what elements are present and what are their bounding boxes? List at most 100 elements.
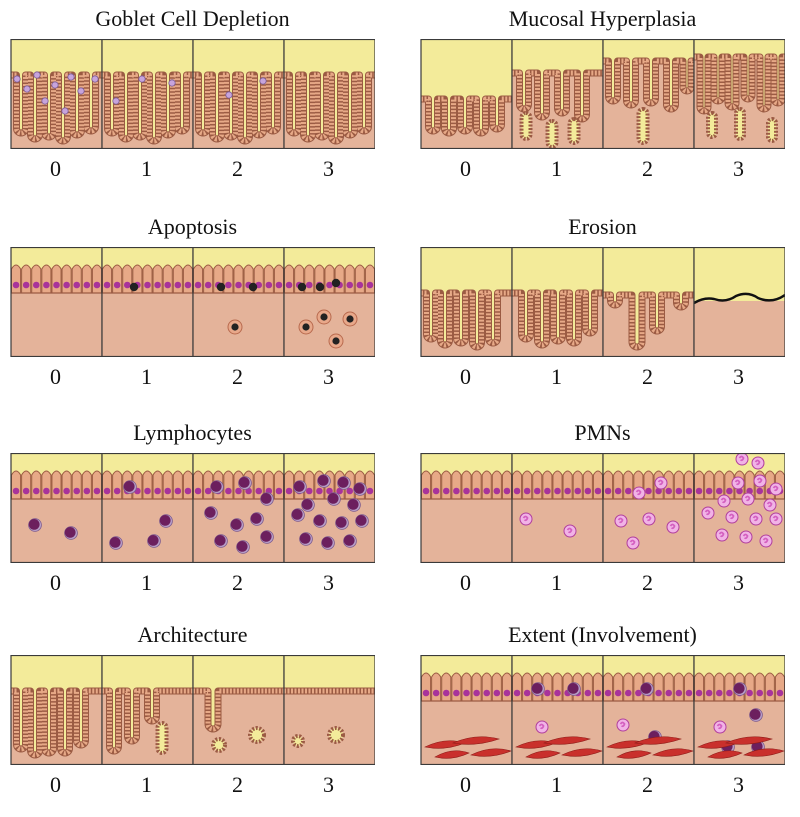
epithelial-nucleus: [316, 487, 323, 495]
grade-box: [11, 247, 102, 357]
epithelial-cell: [142, 264, 153, 294]
epithelial-nucleus: [73, 281, 81, 289]
epithelial-nucleus: [154, 487, 161, 495]
pmn-cell: [763, 498, 777, 512]
epithelial-cell: [694, 672, 705, 702]
smooth-muscle: [707, 750, 743, 759]
epithelial-cell: [704, 672, 715, 702]
smooth-muscle: [743, 748, 785, 757]
lymphocyte: [337, 477, 349, 488]
pmn-nucleus: [718, 531, 725, 538]
epithelial-cell: [421, 470, 432, 500]
goblet-cell: [61, 107, 69, 115]
epithelial-cell: [592, 470, 603, 500]
pmn-cell: [632, 486, 646, 500]
grade-box: [694, 453, 785, 563]
histology-strip: [10, 453, 375, 563]
epithelial-cell: [461, 470, 472, 500]
grade-label: 3: [733, 156, 744, 181]
epithelial-cell: [223, 264, 234, 294]
grade-labels: 0 1 2 3: [10, 772, 375, 802]
strip-drawing: [10, 247, 375, 357]
grade-labels: 0 1 2 3: [10, 156, 375, 186]
crypt-fragment: [636, 107, 650, 145]
epithelial-cell: [582, 672, 593, 702]
lymphocyte: [147, 535, 159, 546]
grade-box: [694, 655, 785, 765]
epithelial-cell: [21, 470, 32, 500]
lymphocyte: [204, 507, 216, 518]
epithelial-nucleus: [756, 689, 764, 697]
crypt-epithelium: [512, 290, 603, 348]
crypt-epithelium: [421, 290, 512, 350]
grade-box: [421, 39, 512, 149]
epithelial-cell: [172, 470, 183, 500]
epithelial-nucleus: [225, 487, 232, 495]
epithelial-nucleus: [346, 487, 354, 495]
epithelial-nucleus: [204, 281, 212, 289]
lymphocyte: [355, 515, 367, 526]
crypt-fragment: [567, 117, 581, 145]
epithelial-nucleus: [776, 689, 784, 697]
epithelial-nucleus: [73, 487, 81, 495]
epithelial-cell: [31, 264, 42, 294]
epithelial-nucleus: [194, 281, 202, 289]
epithelial-nucleus: [366, 281, 374, 289]
epithelial-nucleus: [432, 689, 440, 697]
grade-label: 2: [642, 364, 653, 389]
panel-title: Lymphocytes: [133, 420, 252, 445]
crypt-lumen: [603, 247, 694, 347]
epithelial-cell: [431, 672, 442, 702]
epithelial-nucleus: [624, 689, 632, 697]
apoptotic-body: [302, 323, 310, 331]
epithelial-nucleus: [493, 689, 501, 697]
pmn-cell: [713, 720, 727, 734]
grade-label: 0: [50, 364, 61, 389]
epithelial-nucleus: [604, 689, 612, 697]
pmn-nucleus: [752, 515, 759, 522]
epithelial-nucleus: [144, 281, 151, 289]
epithelial-nucleus: [463, 689, 470, 697]
epithelial-cell: [203, 264, 214, 294]
epithelial-nucleus: [346, 281, 354, 289]
epithelial-cell: [441, 672, 452, 702]
epithelial-cell: [182, 470, 193, 500]
strip-drawing: [10, 39, 375, 149]
grade-label: 3: [733, 772, 744, 797]
panel-title: Architecture: [137, 622, 248, 647]
grade-label: 2: [642, 570, 653, 595]
epithelial-nucleus: [204, 487, 212, 495]
apoptotic-body: [217, 283, 225, 291]
epithelial-nucleus: [554, 487, 561, 495]
crypt-cross-section: [211, 737, 227, 753]
apoptotic-body: [316, 283, 324, 291]
epithelial-cell: [501, 470, 512, 500]
epithelial-nucleus: [43, 281, 50, 289]
lymphocyte: [327, 493, 339, 504]
epithelial-cell: [21, 264, 32, 294]
smooth-muscle: [561, 748, 603, 757]
crypt-epithelium: [102, 72, 193, 144]
epithelial-nucleus: [285, 281, 293, 289]
grade-label: 2: [232, 364, 243, 389]
epithelial-nucleus: [164, 487, 172, 495]
goblet-cell: [41, 97, 49, 105]
apoptotic-body: [346, 315, 354, 323]
apoptotic-body: [298, 283, 306, 291]
epithelial-cell: [613, 470, 624, 500]
pmn-cell: [701, 506, 715, 520]
epithelial-nucleus: [305, 281, 313, 289]
epithelial-cell: [461, 672, 472, 702]
grade-label: 2: [232, 156, 243, 181]
crypt-fragment: [706, 111, 718, 139]
strip-drawing: [420, 247, 785, 357]
epithelial-cell: [643, 470, 654, 500]
lymphocyte: [260, 531, 272, 542]
epithelial-nucleus: [326, 487, 333, 495]
pmn-cell: [751, 456, 765, 470]
epithelial-nucleus: [665, 689, 673, 697]
epithelial-cell: [673, 672, 684, 702]
epithelial-nucleus: [235, 487, 242, 495]
grade-box: [102, 247, 193, 357]
grade-label: 1: [141, 156, 152, 181]
